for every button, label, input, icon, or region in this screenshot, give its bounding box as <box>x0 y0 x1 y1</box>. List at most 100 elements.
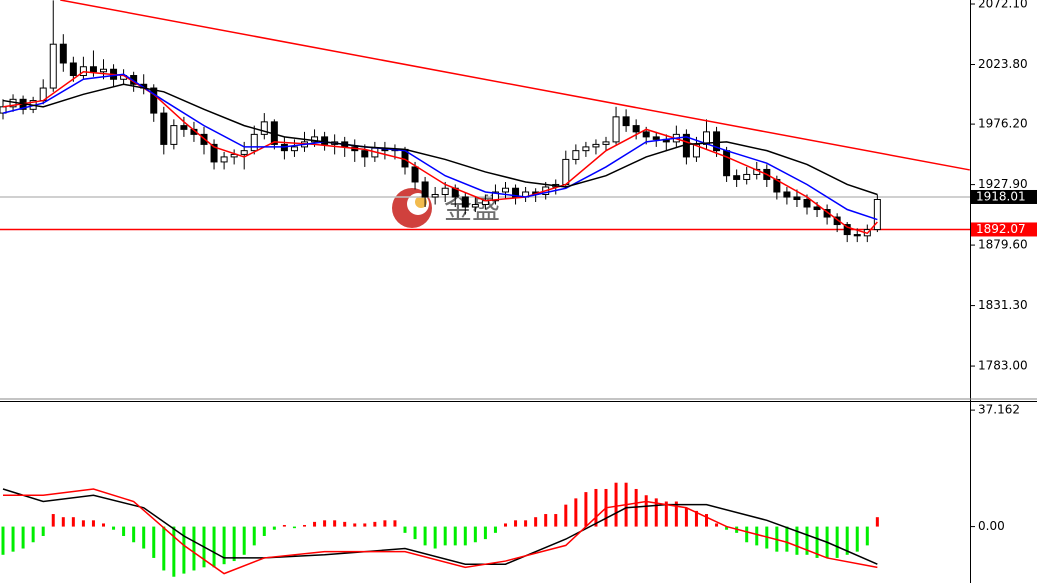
histogram-bar <box>272 526 276 530</box>
candle-body <box>783 191 791 198</box>
histogram-bar <box>705 514 708 527</box>
histogram-bar <box>81 520 85 527</box>
candle-body <box>873 199 881 231</box>
histogram-bar <box>855 526 859 552</box>
candle-body <box>602 141 610 145</box>
histogram-bar <box>493 526 497 533</box>
candle-body <box>562 158 570 185</box>
histogram-bar <box>393 520 397 527</box>
histogram-bar <box>11 526 15 552</box>
histogram-bar <box>31 526 35 543</box>
candle-body <box>853 234 861 237</box>
histogram-bar <box>664 501 668 527</box>
histogram-bar <box>182 526 186 574</box>
y-tick-label: 1927.90 <box>978 177 1028 191</box>
histogram-bar <box>835 526 839 558</box>
candle-body <box>803 199 811 208</box>
histogram-bar <box>423 526 427 546</box>
histogram-bar <box>564 504 568 527</box>
candle-body <box>290 146 298 152</box>
candle-body <box>100 68 107 73</box>
histogram-bar <box>102 523 105 527</box>
histogram-bar <box>433 526 437 549</box>
candle-body <box>632 125 640 133</box>
histogram-bar <box>815 526 819 558</box>
candle-body <box>461 196 469 208</box>
histogram-bar <box>152 526 156 558</box>
histogram-bar <box>353 523 357 527</box>
histogram-bar <box>333 520 337 527</box>
candle-body <box>723 150 731 177</box>
histogram-bar <box>232 526 236 562</box>
y-tick-label: 0.00 <box>978 519 1005 533</box>
histogram-bar <box>785 526 789 552</box>
histogram-bar <box>473 526 477 543</box>
line <box>2 488 878 565</box>
histogram-bar <box>694 510 698 527</box>
candle-body <box>491 191 499 202</box>
histogram-bar <box>132 526 136 543</box>
candle-body <box>150 87 158 114</box>
price-box <box>971 222 1037 237</box>
candle-body <box>441 187 449 195</box>
candle-body <box>622 116 630 127</box>
candle-body <box>160 112 168 145</box>
line <box>3 488 878 575</box>
histogram-bar <box>403 526 407 533</box>
candle-body <box>592 143 600 148</box>
candle-body <box>49 43 57 89</box>
price-box-label: 1892.07 <box>976 222 1026 236</box>
histogram-bar <box>725 526 729 530</box>
histogram-bar <box>674 501 678 527</box>
histogram-bar <box>755 526 759 546</box>
histogram-bar <box>262 526 266 536</box>
candle-body <box>230 153 238 158</box>
histogram-bar <box>534 517 538 527</box>
histogram-bar <box>242 526 246 555</box>
histogram-bar <box>514 520 518 527</box>
histogram-bar <box>122 526 126 536</box>
histogram-bar <box>745 526 749 543</box>
histogram-bar <box>795 526 799 555</box>
candle-body <box>260 121 268 135</box>
candle-body <box>652 136 660 140</box>
candle-body <box>361 150 369 158</box>
histogram-bar <box>483 526 487 540</box>
histogram-bar <box>252 526 256 546</box>
trendline <box>60 0 970 171</box>
candle-body <box>642 131 650 138</box>
candle-body <box>813 206 821 211</box>
histogram-bar <box>684 507 688 527</box>
histogram-bar <box>212 526 216 568</box>
histogram-bar <box>584 492 588 527</box>
histogram-bar <box>1 526 5 555</box>
candle-body <box>502 187 509 193</box>
line <box>2 83 878 196</box>
histogram-bar <box>554 514 558 527</box>
candle-body <box>733 175 741 180</box>
histogram-bar <box>313 521 317 527</box>
price-box-label: 1918.01 <box>976 189 1026 203</box>
y-tick-label: 37.162 <box>978 403 1020 417</box>
histogram-bar <box>524 520 528 527</box>
candle-body <box>311 136 319 143</box>
y-tick-label: 1831.30 <box>978 298 1028 312</box>
candle-body <box>170 125 178 145</box>
histogram-bar <box>383 520 387 527</box>
candle-body <box>823 209 831 218</box>
histogram-bar <box>112 526 116 530</box>
y-tick-label: 2023.80 <box>978 57 1028 71</box>
histogram-bar <box>363 523 367 527</box>
candle-body <box>512 187 520 198</box>
histogram-bar <box>614 482 618 527</box>
y-tick-label: 1976.20 <box>978 117 1028 131</box>
histogram-bar <box>91 520 95 527</box>
candle-body <box>69 62 77 77</box>
candle-body <box>321 136 329 145</box>
histogram-bar <box>373 521 377 527</box>
candle-body <box>582 146 590 152</box>
histogram-bar <box>504 523 507 527</box>
histogram-bar <box>544 514 548 527</box>
candle-body <box>421 181 429 198</box>
